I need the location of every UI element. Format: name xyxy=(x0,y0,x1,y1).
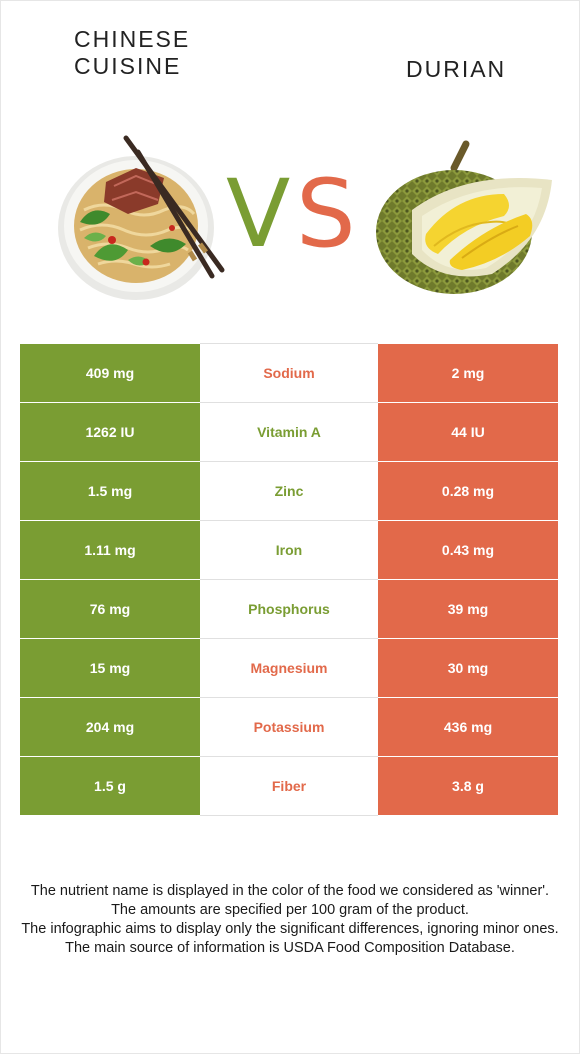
right-value-cell: 30 mg xyxy=(378,638,558,698)
table-row: 1.11 mg Iron 0.43 mg xyxy=(20,520,558,580)
right-food-title: DURIAN xyxy=(406,56,566,83)
left-food-title-text: CHINESE CUISINE xyxy=(74,26,191,79)
nutrient-comparison-table: 409 mg Sodium 2 mg 1262 IU Vitamin A 44 IU 1.5… xyxy=(20,343,558,816)
right-value-cell: 436 mg xyxy=(378,697,558,757)
nutrient-name-cell: Magnesium xyxy=(200,638,378,698)
vs-letter-v: V xyxy=(226,168,290,262)
left-food-title: CHINESE CUISINE xyxy=(74,26,274,80)
nutrient-name-cell: Vitamin A xyxy=(200,402,378,462)
durian-fruit-icon xyxy=(376,140,552,294)
left-value-cell: 1.5 mg xyxy=(20,461,200,521)
table-row: 1.5 mg Zinc 0.28 mg xyxy=(20,461,558,521)
left-value-cell: 1.5 g xyxy=(20,756,200,816)
right-food-title-text: DURIAN xyxy=(406,56,507,82)
footnote-line: The infographic aims to display only the… xyxy=(21,921,559,937)
left-value-cell: 1262 IU xyxy=(20,402,200,462)
nutrient-name-cell: Zinc xyxy=(200,461,378,521)
noodle-bowl-icon xyxy=(58,135,225,300)
right-value-cell: 0.43 mg xyxy=(378,520,558,580)
left-value-cell: 204 mg xyxy=(20,697,200,757)
right-value-cell: 44 IU xyxy=(378,402,558,462)
table-row: 204 mg Potassium 436 mg xyxy=(20,697,558,757)
nutrient-name-cell: Fiber xyxy=(200,756,378,816)
right-value-cell: 3.8 g xyxy=(378,756,558,816)
right-value-cell: 2 mg xyxy=(378,343,558,403)
left-value-cell: 1.11 mg xyxy=(20,520,200,580)
table-row: 409 mg Sodium 2 mg xyxy=(20,343,558,403)
table-row: 76 mg Phosphorus 39 mg xyxy=(20,579,558,639)
left-value-cell: 15 mg xyxy=(20,638,200,698)
table-row: 15 mg Magnesium 30 mg xyxy=(20,638,558,698)
footnote-line: The nutrient name is displayed in the co… xyxy=(30,883,550,899)
table-row: 1.5 g Fiber 3.8 g xyxy=(20,756,558,816)
table-row: 1262 IU Vitamin A 44 IU xyxy=(20,402,558,462)
footnote: The nutrient name is displayed in the co… xyxy=(20,882,560,958)
nutrient-name-cell: Iron xyxy=(200,520,378,580)
left-value-cell: 76 mg xyxy=(20,579,200,639)
vs-s-text: S xyxy=(296,160,356,269)
footnote-line: The amounts are specified per 100 gram o… xyxy=(111,902,469,918)
nutrient-name-cell: Sodium xyxy=(200,343,378,403)
right-value-cell: 0.28 mg xyxy=(378,461,558,521)
left-value-cell: 409 mg xyxy=(20,343,200,403)
vs-v-text: V xyxy=(226,160,291,269)
right-value-cell: 39 mg xyxy=(378,579,558,639)
footnote-line: The main source of information is USDA F… xyxy=(65,940,515,956)
nutrient-name-cell: Phosphorus xyxy=(200,579,378,639)
vs-letter-s: S xyxy=(296,168,356,262)
nutrient-name-cell: Potassium xyxy=(200,697,378,757)
